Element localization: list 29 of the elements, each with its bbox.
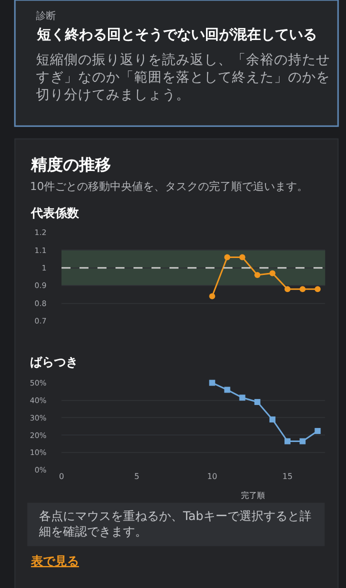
point — [224, 386, 230, 393]
x-axis-title: 完了順 — [241, 491, 265, 500]
point — [284, 438, 291, 444]
point — [254, 272, 260, 278]
point — [314, 286, 321, 292]
point — [284, 286, 291, 292]
x-tick-label: 10 — [207, 472, 218, 482]
point — [269, 270, 276, 276]
point — [209, 293, 216, 300]
point — [269, 416, 276, 422]
text: 短縮側の振り返りを読み返し、「余裕の持たせすぎ」なのか「範囲を落として終えた」のかを切り分けてみましょう。 — [36, 52, 330, 104]
x-tick-label: 5 — [134, 472, 140, 482]
point — [239, 254, 246, 260]
point — [209, 380, 216, 386]
point — [314, 428, 321, 434]
point — [300, 438, 306, 444]
text: 診断 — [36, 10, 56, 22]
point — [254, 399, 260, 405]
text: 各点にマウスを重ねるか、Tabキーで選択すると詳細を確認できます。 — [38, 509, 312, 539]
text: 短く終わる回とそうでない回が混在している — [36, 27, 317, 43]
point — [224, 254, 230, 260]
point — [300, 286, 306, 292]
x-tick-label: 15 — [282, 472, 293, 482]
text: 10件ごとの移動中央値を、タスクの完了順で追います。 — [30, 180, 308, 193]
chart-title: ばらつき — [30, 355, 78, 369]
x-tick-label: 0 — [58, 472, 64, 482]
point — [239, 394, 246, 401]
text: 精度の推移 — [30, 155, 111, 174]
chart-title: 代表係数 — [30, 206, 80, 220]
